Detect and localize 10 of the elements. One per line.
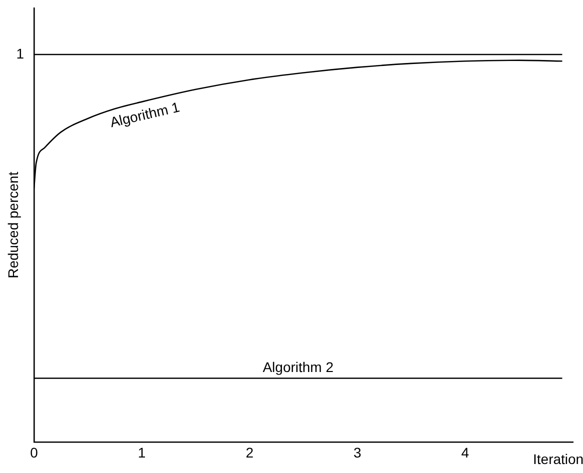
x-axis-title: Iteration: [533, 451, 583, 468]
x-tick-label: 3: [354, 444, 362, 460]
x-tick-label: 0: [30, 444, 38, 460]
series-label: Algorithm 2: [262, 359, 334, 376]
y-axis-title: Reduced percent: [4, 172, 21, 278]
x-tick-label: 4: [461, 444, 470, 460]
x-tick-label: 2: [246, 444, 254, 460]
x-tick-label: 1: [138, 444, 146, 460]
text: Algorithm 1: [108, 98, 182, 130]
annotation: 1: [16, 45, 24, 62]
